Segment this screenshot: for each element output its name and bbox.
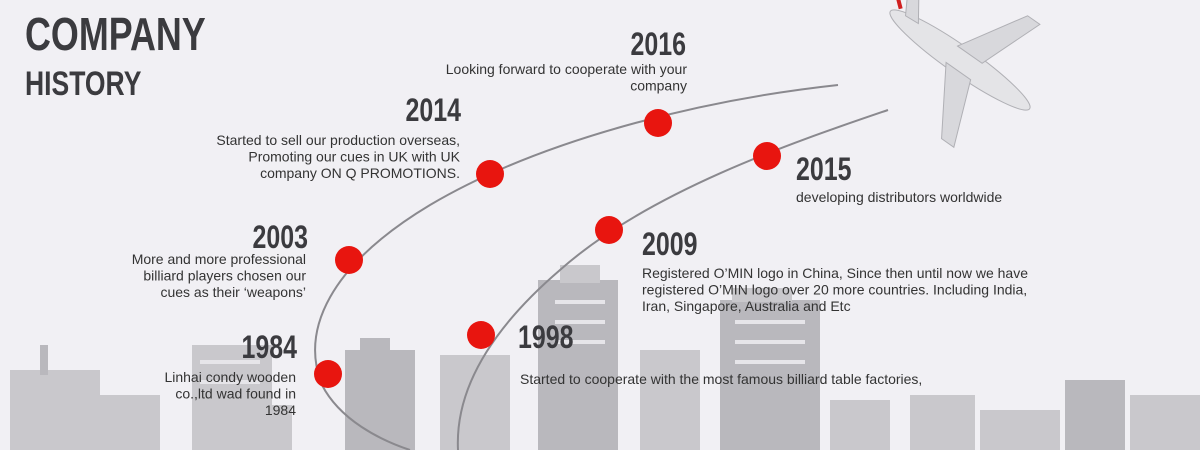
timeline-curve (314, 84, 839, 450)
event-text: co.,ltd wad found in (175, 386, 296, 402)
event-text: Registered O’MIN logo in China, Since th… (642, 265, 1028, 281)
skyline (10, 265, 1200, 450)
event-year: 2014 (405, 93, 461, 129)
event-year: 2016 (630, 27, 686, 63)
year-group: 2016 (630, 27, 686, 63)
event-dot (335, 246, 363, 274)
event-text: company (630, 78, 687, 94)
event-text: company ON Q PROMOTIONS. (260, 165, 460, 181)
event-text: billiard players chosen our (143, 268, 306, 284)
event-dot (467, 321, 495, 349)
event-text: Looking forward to cooperate with your (446, 61, 688, 77)
title: COMPANY (25, 9, 206, 60)
event-year: 1984 (241, 330, 297, 366)
year-group: 2003 (252, 220, 308, 256)
year-group: 1984 (241, 330, 297, 366)
airplane (889, 0, 1041, 149)
event-text: developing distributors worldwide (796, 189, 1002, 205)
year-group: 2014 (405, 93, 461, 129)
event-text: More and more professional (132, 251, 306, 267)
event-year: 2015 (796, 152, 852, 188)
event-year: 1998 (518, 320, 574, 356)
title-group: COMPANY HISTORY (25, 9, 206, 103)
event-text: Iran, Singapore, Australia and Etc (642, 298, 851, 314)
event-text: Started to sell our production overseas, (216, 132, 460, 148)
year-group: 2009 (642, 227, 698, 263)
event-text: Started to cooperate with the most famou… (520, 371, 922, 387)
event-year: 2003 (252, 220, 308, 256)
event-text: 1984 (265, 402, 296, 418)
event-dot (753, 142, 781, 170)
year-group: 2015 (796, 152, 852, 188)
event-dot (476, 160, 504, 188)
timeline-event: 2009 Registered O’MIN logo in China, Sinc… (595, 216, 1028, 314)
event-dot (595, 216, 623, 244)
timeline-event: 2014 Started to sell our production overs… (216, 93, 504, 188)
event-year: 2009 (642, 227, 698, 263)
event-text: cues as their ‘weapons’ (160, 284, 306, 300)
subtitle: HISTORY (25, 65, 141, 103)
timeline-curve (456, 109, 889, 450)
year-group: 1998 (518, 320, 574, 356)
event-text: registered O’MIN logo over 20 more count… (642, 282, 1027, 298)
timeline-event: 1998 Started to cooperate with the most f… (467, 320, 922, 387)
event-dot (314, 360, 342, 388)
event-text: Linhai condy wooden (164, 369, 296, 385)
event-dot (644, 109, 672, 137)
event-text: Promoting our cues in UK with UK (248, 149, 460, 165)
